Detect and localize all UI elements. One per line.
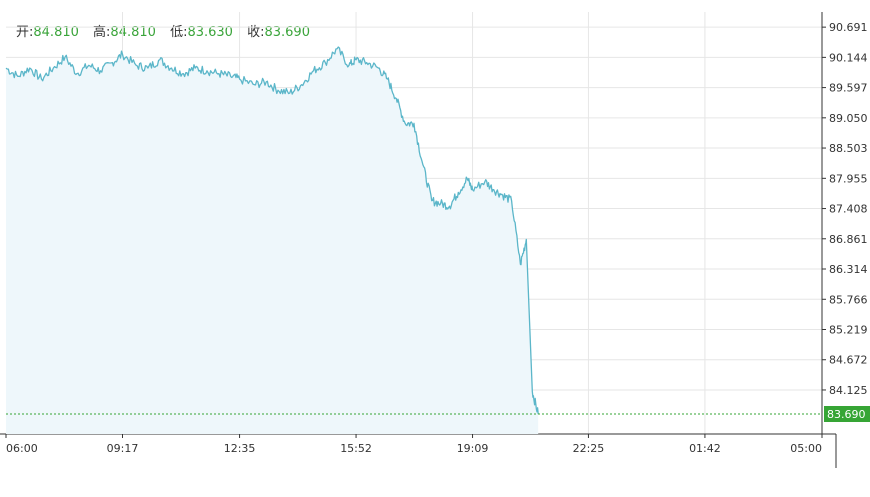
y-tick-label: 86.314 bbox=[829, 263, 868, 276]
series-area-fill bbox=[6, 47, 539, 434]
x-tick-label: 09:17 bbox=[107, 442, 139, 455]
high-value: 84.810 bbox=[110, 25, 156, 40]
y-tick-label: 85.219 bbox=[829, 324, 868, 337]
low-label: 低: bbox=[170, 25, 188, 40]
x-tick-label: 01:42 bbox=[689, 442, 721, 455]
y-tick-label: 90.691 bbox=[829, 21, 868, 34]
low-value: 83.630 bbox=[187, 25, 233, 40]
y-tick-label: 90.144 bbox=[829, 51, 868, 64]
close-value: 83.690 bbox=[264, 25, 310, 40]
y-tick-label: 86.861 bbox=[829, 233, 868, 246]
y-tick-label: 88.503 bbox=[829, 142, 868, 155]
x-tick-label: 06:00 bbox=[6, 442, 38, 455]
y-tick-label: 89.050 bbox=[829, 112, 868, 125]
y-tick-label: 84.125 bbox=[829, 384, 868, 397]
series-line bbox=[5, 46, 539, 415]
x-tick-label: 19:09 bbox=[457, 442, 489, 455]
open-label: 开: bbox=[16, 25, 34, 40]
y-tick-label: 89.597 bbox=[829, 82, 868, 95]
close-label: 收: bbox=[247, 25, 265, 40]
y-tick-label: 85.766 bbox=[829, 293, 868, 306]
y-tick-label: 87.408 bbox=[829, 203, 868, 216]
x-tick-label: 15:52 bbox=[340, 442, 372, 455]
open-stat: 开:84.810 bbox=[16, 25, 79, 40]
close-stat: 收:83.690 bbox=[247, 25, 310, 40]
last-price-badge bbox=[824, 406, 870, 422]
x-tick-label: 22:25 bbox=[573, 442, 605, 455]
low-stat: 低:83.630 bbox=[170, 25, 233, 40]
last-price-label: 83.690 bbox=[827, 408, 866, 421]
x-tick-label: 05:00 bbox=[790, 442, 822, 455]
y-tick-label: 84.672 bbox=[829, 354, 868, 367]
high-stat: 高:84.810 bbox=[93, 25, 156, 40]
open-value: 84.810 bbox=[33, 25, 79, 40]
high-label: 高: bbox=[93, 25, 111, 40]
x-tick-label: 12:35 bbox=[224, 442, 256, 455]
y-tick-label: 87.955 bbox=[829, 172, 868, 185]
ohlc-summary: 开:84.810 高:84.810 低:83.630 收:83.690 bbox=[16, 21, 320, 40]
